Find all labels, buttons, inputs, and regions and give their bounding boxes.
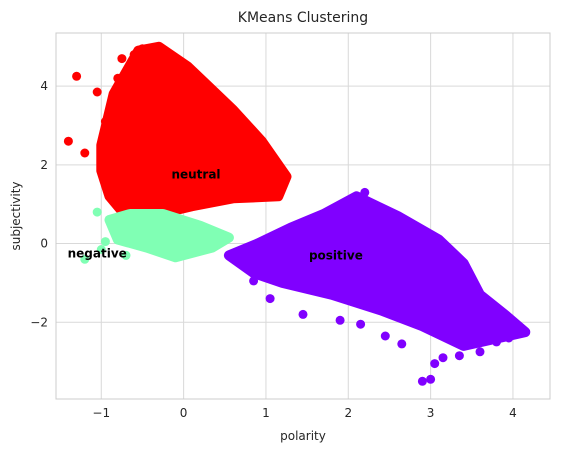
neutral-cluster-point	[72, 71, 82, 81]
y-tick-label: 0	[40, 237, 48, 251]
positive-cluster-point	[430, 359, 440, 369]
negative-cluster-point	[100, 237, 110, 247]
cluster-regions	[96, 41, 531, 351]
x-tick-label: 3	[427, 406, 435, 420]
negative-cluster-point	[109, 223, 119, 233]
x-tick-label: 1	[262, 406, 270, 420]
x-tick-label: 2	[344, 406, 352, 420]
cluster-label-positive: positive	[309, 248, 363, 262]
positive-cluster-point	[380, 331, 390, 341]
y-tick-label: 4	[40, 79, 48, 93]
positive-cluster-point	[249, 276, 259, 286]
positive-cluster-point	[335, 315, 345, 325]
positive-cluster-point	[397, 339, 407, 349]
x-tick-label: −1	[92, 406, 110, 420]
positive-cluster-point	[417, 376, 427, 386]
negative-cluster-point	[92, 207, 102, 217]
neutral-cluster-point	[105, 132, 114, 142]
neutral-cluster-point	[80, 148, 90, 158]
positive-cluster-point	[438, 353, 448, 363]
x-axis-label: polarity	[280, 429, 326, 443]
cluster-label-neutral: neutral	[171, 168, 220, 182]
x-tick-label: 4	[509, 406, 517, 420]
cluster-label-negative: negative	[68, 246, 127, 260]
neutral-cluster-point	[100, 117, 110, 126]
positive-cluster-point	[504, 333, 514, 343]
positive-cluster-point	[356, 319, 366, 329]
y-axis-label: subjectivity	[9, 181, 23, 250]
x-axis-ticks: −1 0 1 2 3 4	[92, 406, 516, 420]
neutral-cluster-point	[96, 166, 106, 176]
positive-cluster-point	[492, 337, 501, 347]
positive-cluster-point	[454, 351, 464, 361]
neutral-cluster-point	[195, 77, 205, 87]
negative-cluster-region	[104, 209, 234, 263]
cluster-labels: neutral negative positive	[68, 168, 363, 263]
positive-cluster-point	[475, 347, 485, 357]
positive-cluster-point	[520, 327, 530, 337]
negative-cluster-point	[121, 250, 131, 260]
neutral-cluster-point	[129, 50, 139, 60]
neutral-cluster-point	[113, 73, 123, 83]
neutral-cluster-point	[166, 65, 176, 75]
neutral-cluster-point	[92, 87, 102, 97]
negative-cluster-point	[129, 227, 139, 237]
y-tick-label: −2	[30, 315, 48, 329]
plot-frame	[55, 32, 551, 400]
chart-title: KMeans Clustering	[238, 10, 368, 26]
positive-cluster-point	[265, 294, 275, 304]
negative-cluster-point	[96, 245, 106, 254]
neutral-cluster-point	[117, 54, 127, 64]
cluster-points	[63, 44, 530, 386]
positive-cluster-point	[360, 187, 370, 197]
positive-cluster-point	[426, 374, 436, 384]
neutral-cluster-point	[146, 60, 156, 69]
neutral-cluster-point	[63, 136, 73, 146]
positive-cluster-point	[483, 302, 493, 311]
y-axis-ticks: −2 0 2 4	[30, 79, 48, 329]
negative-cluster-point	[80, 254, 90, 264]
neutral-cluster-point	[137, 44, 147, 54]
positive-cluster-point	[298, 309, 308, 319]
x-tick-label: 0	[180, 406, 188, 420]
y-tick-label: 2	[40, 158, 48, 172]
